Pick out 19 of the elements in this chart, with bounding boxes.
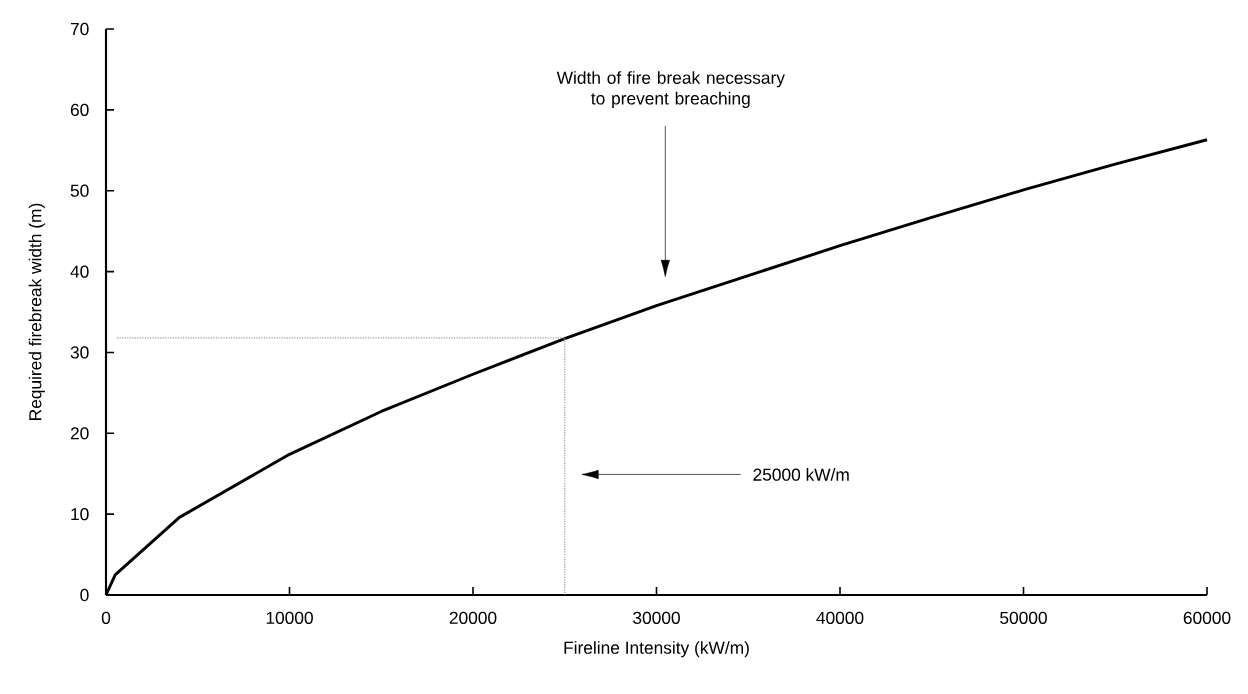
annotation: Width of fire break necessary to prevent breaching [556, 71, 785, 108]
x-tick-label: 30000 [633, 611, 680, 624]
y-tick-label: 60 [70, 103, 89, 116]
y-tick-label: 30 [70, 346, 89, 359]
y-tick-label: 10 [71, 508, 89, 521]
x-tick-label: 40000 [816, 611, 864, 624]
annotation: 25000 kW/m [753, 468, 849, 481]
x-tick-label: 10000 [266, 611, 313, 624]
y-tick-label: 70 [70, 22, 89, 36]
y-tick-label: 20 [70, 427, 89, 440]
x-tick-label: 20000 [449, 611, 497, 624]
y-tick-label: 0 [80, 588, 89, 602]
y-axis-title: Required firebreak width (m) [28, 203, 45, 420]
x-tick-label: 60000 [1183, 611, 1231, 624]
x-tick-label: 0 [101, 611, 111, 624]
y-tick-label: 50 [70, 184, 89, 197]
y-tick-label: 40 [70, 265, 89, 278]
x-axis-title: Fireline Intensity (kW/m) [564, 641, 749, 658]
x-tick-label: 50000 [1000, 611, 1047, 624]
